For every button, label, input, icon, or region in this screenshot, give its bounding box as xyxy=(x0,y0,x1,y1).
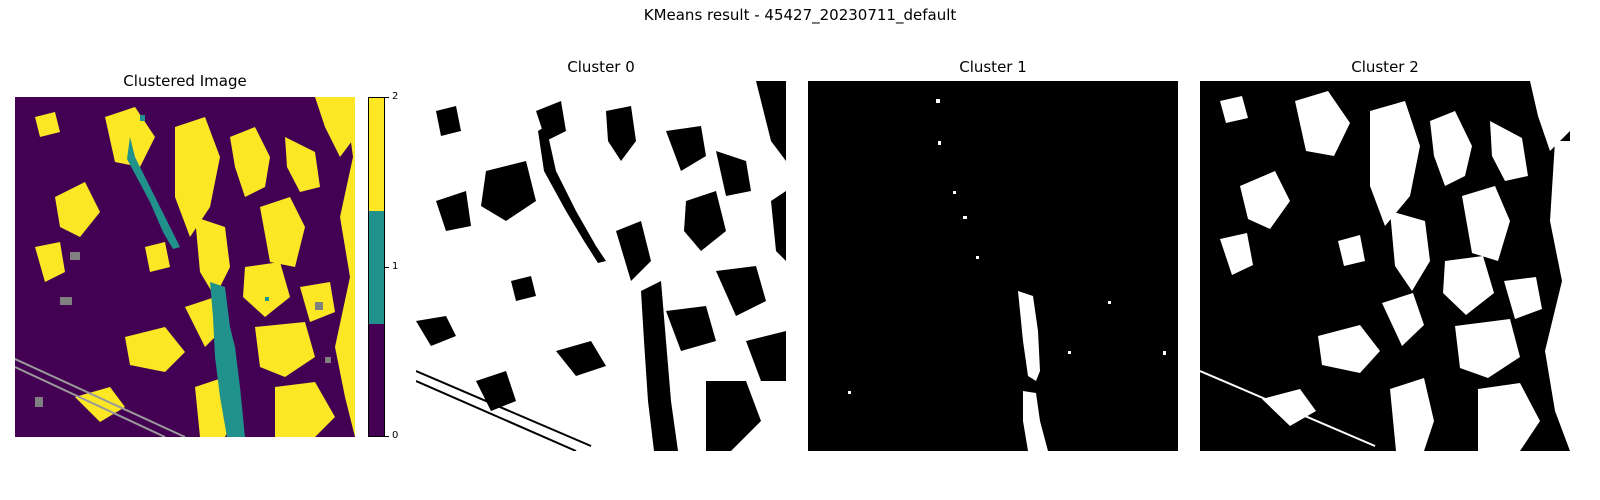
colorbar-segment-1 xyxy=(369,211,384,324)
colorbar-tick-1 xyxy=(385,267,389,268)
cluster-0-mask xyxy=(416,81,786,451)
colorbar-label-0: 0 xyxy=(392,430,399,441)
colorbar-tick-2 xyxy=(385,97,389,98)
clustered-image xyxy=(15,97,355,437)
panel-title-cluster-0: Cluster 0 xyxy=(567,58,635,76)
colorbar-segment-2 xyxy=(369,98,384,211)
colorbar-label-2: 2 xyxy=(392,91,399,102)
cluster-1-mask xyxy=(808,81,1178,451)
colorbar-segment-0 xyxy=(369,324,384,436)
panel-title-cluster-1: Cluster 1 xyxy=(959,58,1027,76)
colorbar-tick-0 xyxy=(385,436,389,437)
panel-title-cluster-2: Cluster 2 xyxy=(1351,58,1419,76)
colorbar-label-1: 1 xyxy=(392,261,399,272)
figure-title: KMeans result - 45427_20230711_default xyxy=(643,6,957,24)
colorbar xyxy=(368,97,385,437)
cluster-2-mask xyxy=(1200,81,1570,451)
panel-title-clustered-image: Clustered Image xyxy=(123,72,247,90)
